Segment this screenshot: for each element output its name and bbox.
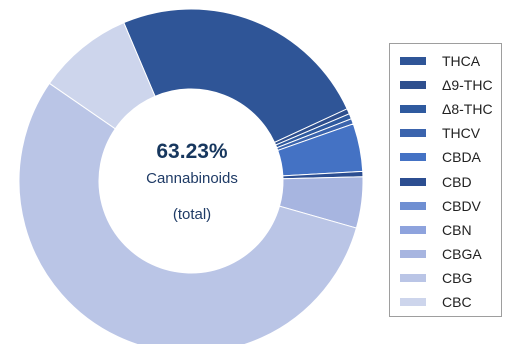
legend-label: CBDV [442,197,481,214]
legend-swatch [400,129,426,138]
slice-thca [123,8,348,144]
chart-legend: THCA Δ9-THC Δ8-THC THCV CBDA CBD CBDV CBN CBGA CB… [389,43,502,317]
legend-label: CBGA [442,245,482,262]
legend-item: CBGA [390,242,501,266]
legend-swatch [400,81,426,90]
legend-label: CBG [442,269,473,286]
legend-item: Δ8-THC [390,97,501,121]
legend-item: CBDV [390,194,501,218]
legend-item: THCV [390,121,501,145]
legend-swatch [400,201,426,210]
legend-item: CBG [390,266,501,290]
center-subcaption: (total) [172,206,212,223]
slice-cbc [48,22,156,130]
center-caption: Cannabinoids [146,170,238,187]
total-percentage: 63.23% [156,140,228,163]
legend-item: CBDA [390,145,501,169]
legend-swatch [400,297,426,306]
legend-label: CBDA [442,149,481,166]
legend-swatch [400,105,426,114]
legend-swatch [400,57,426,66]
legend-swatch [400,177,426,186]
legend-label: CBC [442,293,472,310]
legend-item: CBC [390,290,501,314]
legend-label: Δ9-THC [442,77,493,94]
legend-item: Δ9-THC [390,73,501,97]
legend-item: CBD [390,169,501,193]
slice-cbg [18,82,358,344]
legend-swatch [400,225,426,234]
legend-label: CBD [442,173,472,190]
legend-label: CBN [442,221,472,238]
legend-swatch [400,249,426,258]
legend-item: CBN [390,218,501,242]
legend-label: THCV [442,125,481,142]
legend-swatch [400,273,426,282]
legend-item: THCA [390,49,501,73]
legend-label: Δ8-THC [442,101,493,118]
legend-swatch [400,153,426,162]
legend-label: THCA [442,53,481,70]
